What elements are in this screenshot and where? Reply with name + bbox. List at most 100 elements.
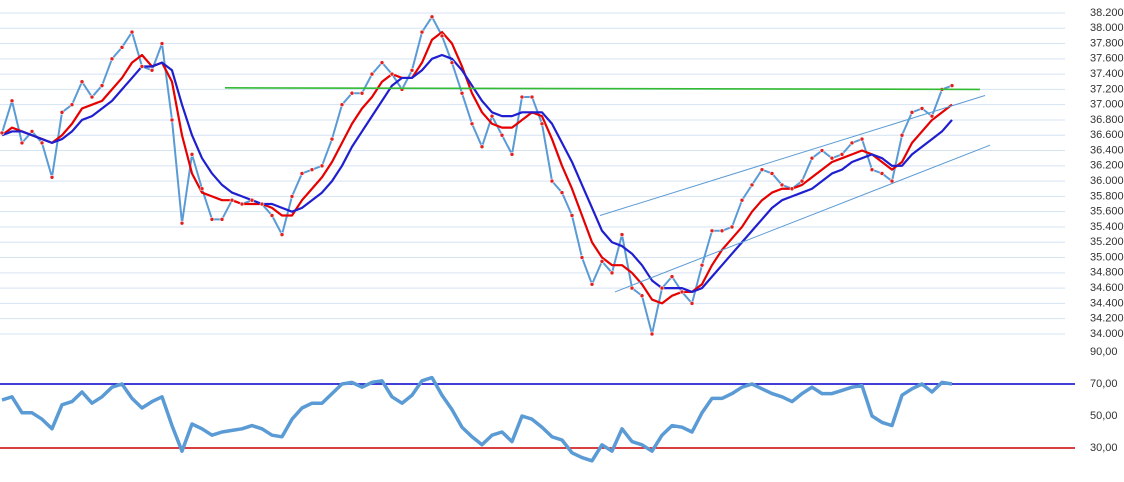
price-marker: [709, 228, 715, 234]
price-marker: [729, 224, 735, 230]
price-marker: [299, 171, 305, 176]
price-marker: [799, 178, 805, 184]
price-marker: [209, 217, 215, 222]
y-tick-label: 36.600: [1090, 129, 1124, 141]
price-marker: [509, 152, 515, 157]
price-marker: [519, 94, 525, 100]
price-marker: [899, 132, 905, 138]
y-tick-label: 37.600: [1090, 53, 1124, 65]
price-marker: [559, 190, 565, 195]
price-marker: [9, 98, 15, 104]
series-line: [1, 15, 953, 335]
y-tick-label: 36.400: [1090, 144, 1124, 156]
price-marker: [139, 64, 145, 69]
price-marker: [929, 113, 935, 119]
price-marker: [919, 106, 925, 111]
price-marker: [879, 171, 885, 176]
y-tick-label: 34.400: [1090, 297, 1124, 309]
price-marker: [699, 262, 705, 268]
y-tick-label: 70,00: [1090, 378, 1118, 390]
price-marker: [359, 90, 365, 96]
y-tick-label: 37.800: [1090, 37, 1124, 49]
y-tick-label: 37.000: [1090, 99, 1124, 111]
price-marker: [389, 71, 395, 77]
y-tick-label: 36.000: [1090, 175, 1124, 187]
price-marker: [779, 182, 785, 188]
price-marker: [79, 79, 85, 85]
price-marker: [339, 102, 345, 107]
price-marker: [49, 174, 55, 180]
price-marker: [659, 285, 665, 291]
price-marker: [239, 201, 245, 207]
price-marker: [679, 289, 685, 295]
y-tick-label: 38.200: [1090, 7, 1124, 19]
price-marker: [189, 152, 195, 157]
price-marker: [249, 197, 255, 203]
price-marker: [809, 155, 815, 161]
price-marker: [819, 148, 825, 153]
price-marker: [289, 194, 295, 199]
price-marker: [849, 140, 855, 146]
y-tick-label: 50,00: [1090, 410, 1118, 422]
price-marker: [329, 136, 335, 142]
price-marker: [0, 130, 5, 136]
price-marker: [469, 121, 475, 127]
trendline: [614, 144, 991, 293]
y-tick-label: 34.800: [1090, 267, 1124, 279]
price-marker: [759, 167, 765, 172]
price-marker: [159, 41, 165, 46]
price-marker: [579, 255, 585, 260]
price-marker: [539, 121, 545, 127]
price-marker: [269, 213, 275, 218]
price-marker: [419, 29, 425, 35]
y-tick-label: 35.400: [1090, 221, 1124, 233]
y-tick-label: 35.800: [1090, 190, 1124, 202]
price-marker: [379, 60, 385, 65]
price-marker: [459, 90, 465, 96]
price-marker: [369, 71, 375, 77]
y-tick-label: 37.400: [1090, 68, 1124, 80]
price-marker: [129, 29, 135, 35]
series-line: [1, 53, 953, 294]
price-marker: [349, 90, 355, 96]
price-marker: [649, 331, 655, 337]
y-tick-label: 34.000: [1090, 328, 1124, 340]
price-marker: [279, 232, 285, 237]
price-marker: [609, 270, 615, 276]
price-marker: [479, 144, 485, 150]
price-marker: [749, 182, 755, 188]
price-marker: [319, 163, 325, 169]
price-marker: [409, 67, 415, 73]
y-tick-label: 36.200: [1090, 160, 1124, 172]
price-marker: [719, 228, 725, 234]
y-tick-label: 34.200: [1090, 313, 1124, 325]
price-marker: [219, 217, 225, 222]
price-marker: [259, 201, 265, 207]
price-marker: [449, 60, 455, 65]
price-marker: [19, 140, 25, 146]
trendline: [224, 87, 981, 91]
y-tick-label: 34.600: [1090, 282, 1124, 294]
price-marker: [169, 117, 175, 123]
price-marker: [199, 186, 205, 192]
price-marker: [549, 178, 555, 184]
price-marker: [619, 232, 625, 237]
price-marker: [489, 113, 495, 119]
price-marker: [429, 14, 435, 20]
price-marker: [229, 197, 235, 203]
y-tick-label: 36.800: [1090, 114, 1124, 126]
price-marker: [89, 94, 95, 100]
trendline: [599, 95, 986, 216]
price-marker: [109, 56, 115, 62]
price-marker: [39, 140, 45, 146]
y-tick-label: 35.600: [1090, 206, 1124, 218]
y-tick-label: 90,00: [1090, 346, 1118, 358]
price-marker: [69, 102, 75, 107]
price-marker: [529, 94, 535, 100]
price-marker: [589, 281, 595, 287]
price-marker: [119, 45, 125, 50]
price-marker: [99, 83, 105, 88]
price-marker: [739, 197, 745, 203]
y-tick-label: 35.000: [1090, 251, 1124, 263]
y-tick-label: 38.000: [1090, 22, 1124, 34]
